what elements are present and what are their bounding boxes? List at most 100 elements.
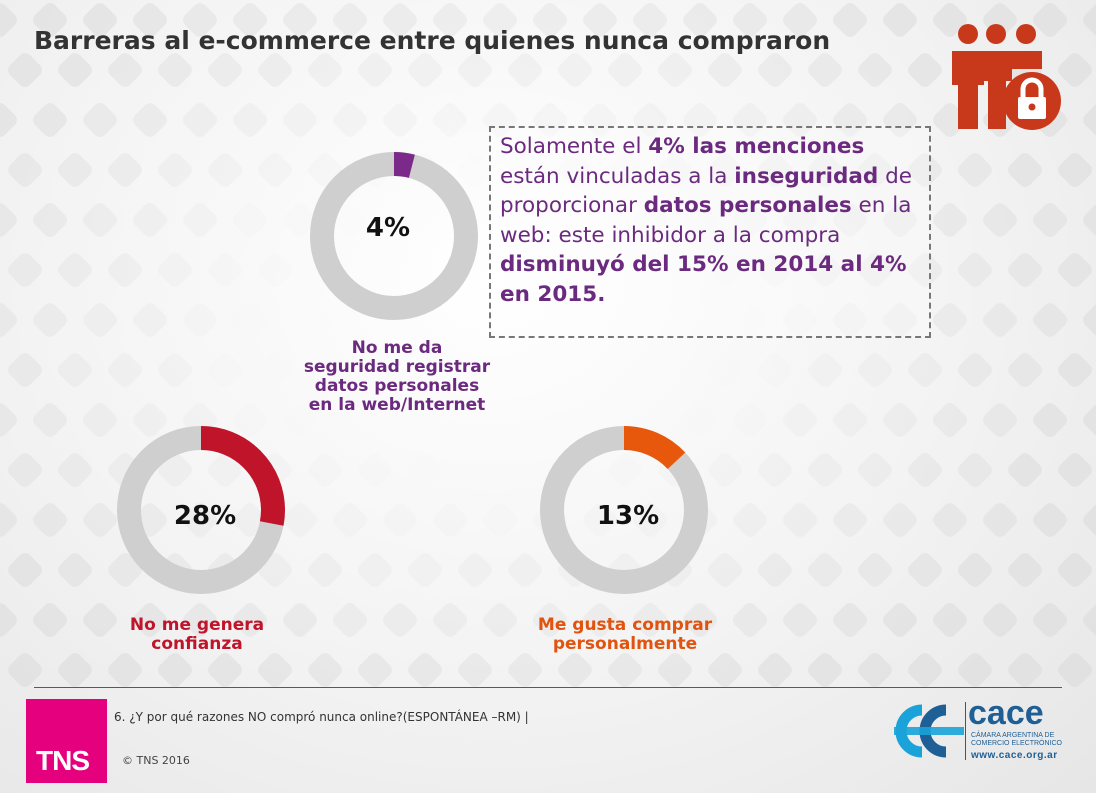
pattern-tile (183, 603, 217, 637)
pattern-tile (858, 353, 892, 387)
pattern-tile (33, 203, 67, 237)
pattern-tile (833, 303, 867, 337)
pattern-tile (908, 53, 942, 87)
pattern-tile (83, 3, 117, 37)
pattern-tile (908, 153, 942, 187)
pattern-tile (208, 253, 242, 287)
pattern-tile (958, 653, 992, 687)
pattern-tile (183, 3, 217, 37)
pattern-tile (158, 453, 192, 487)
donut-chart-in-person (540, 426, 708, 598)
callout-emphasis: 4% las menciones (648, 134, 865, 159)
pattern-tile (108, 353, 142, 387)
pattern-tile (283, 103, 317, 137)
pattern-tile (1008, 253, 1042, 287)
tns-logo: TNS (26, 699, 107, 783)
insight-callout: Solamente el 4% las menciones están vinc… (489, 126, 931, 338)
pattern-tile (483, 603, 517, 637)
pattern-tile (183, 103, 217, 137)
pattern-tile (33, 303, 67, 337)
pattern-tile (133, 603, 167, 637)
pattern-tile (383, 103, 417, 137)
pattern-tile (208, 353, 242, 387)
pattern-tile (908, 253, 942, 287)
donut-category-label: No me da seguridad registrar datos perso… (303, 338, 491, 415)
pattern-tile (458, 53, 492, 87)
pattern-tile (383, 3, 417, 37)
cace-subtitle: CÁMARA ARGENTINA DE COMERCIO ELECTRÓNICO (971, 732, 1063, 747)
pattern-tile (158, 53, 192, 87)
pattern-tile (83, 203, 117, 237)
pattern-tile (683, 603, 717, 637)
cace-url: www.cace.org.ar (971, 750, 1058, 761)
pattern-tile (733, 203, 767, 237)
pattern-tile (58, 53, 92, 87)
pattern-tile (858, 253, 892, 287)
pattern-tile (708, 253, 742, 287)
pattern-tile (808, 553, 842, 587)
pattern-tile (608, 453, 642, 487)
pattern-tile (108, 553, 142, 587)
pattern-tile (658, 653, 692, 687)
pattern-tile (33, 503, 67, 537)
pattern-tile (558, 653, 592, 687)
pattern-tile (183, 203, 217, 237)
pattern-tile (233, 303, 267, 337)
pattern-tile (483, 3, 517, 37)
callout-text: de proporcionar (500, 163, 912, 219)
pattern-tile (0, 403, 17, 437)
donut-value-label: 4% (365, 213, 411, 243)
pattern-tile (783, 603, 817, 637)
pattern-tile (308, 453, 342, 487)
pattern-tile (658, 53, 692, 87)
pattern-tile (958, 353, 992, 387)
pattern-tile (133, 403, 167, 437)
callout-emphasis: inseguridad (734, 163, 879, 189)
pattern-tile (808, 53, 842, 87)
pattern-tile (8, 453, 42, 487)
pattern-tile (433, 603, 467, 637)
pattern-tile (958, 153, 992, 187)
pattern-tile (58, 253, 92, 287)
pattern-tile (333, 103, 367, 137)
pattern-tile (533, 103, 567, 137)
donut-value-label: 28% (173, 501, 237, 531)
pattern-tile (108, 253, 142, 287)
pattern-tile (883, 603, 917, 637)
pattern-tile (83, 603, 117, 637)
pattern-tile (1083, 503, 1096, 537)
pattern-tile (733, 103, 767, 137)
pattern-tile (933, 303, 967, 337)
pattern-tile (58, 453, 92, 487)
pattern-tile (833, 403, 867, 437)
pattern-tile (1033, 503, 1067, 537)
pattern-tile (33, 3, 67, 37)
pattern-tile (158, 153, 192, 187)
pattern-tile (783, 203, 817, 237)
pattern-tile (433, 3, 467, 37)
pattern-tile (858, 153, 892, 187)
pattern-tile (258, 53, 292, 87)
pattern-tile (783, 103, 817, 137)
pattern-tile (283, 503, 317, 537)
pattern-tile (908, 653, 942, 687)
pattern-tile (783, 303, 817, 337)
pattern-tile (758, 153, 792, 187)
pattern-tile (508, 653, 542, 687)
donut-chart-trust (117, 426, 285, 598)
pattern-tile (58, 353, 92, 387)
pattern-tile (583, 603, 617, 637)
pattern-tile (858, 653, 892, 687)
pattern-tile (708, 53, 742, 87)
pattern-tile (633, 503, 667, 537)
pattern-tile (783, 403, 817, 437)
pattern-tile (0, 103, 17, 137)
pattern-tile (1008, 153, 1042, 187)
cace-wordmark: cace (968, 694, 1044, 732)
pattern-tile (183, 503, 217, 537)
pattern-tile (1033, 203, 1067, 237)
donut-category-label: No me genera confianza (129, 615, 265, 654)
pattern-tile (333, 603, 367, 637)
pattern-tile (958, 453, 992, 487)
pattern-tile (258, 653, 292, 687)
